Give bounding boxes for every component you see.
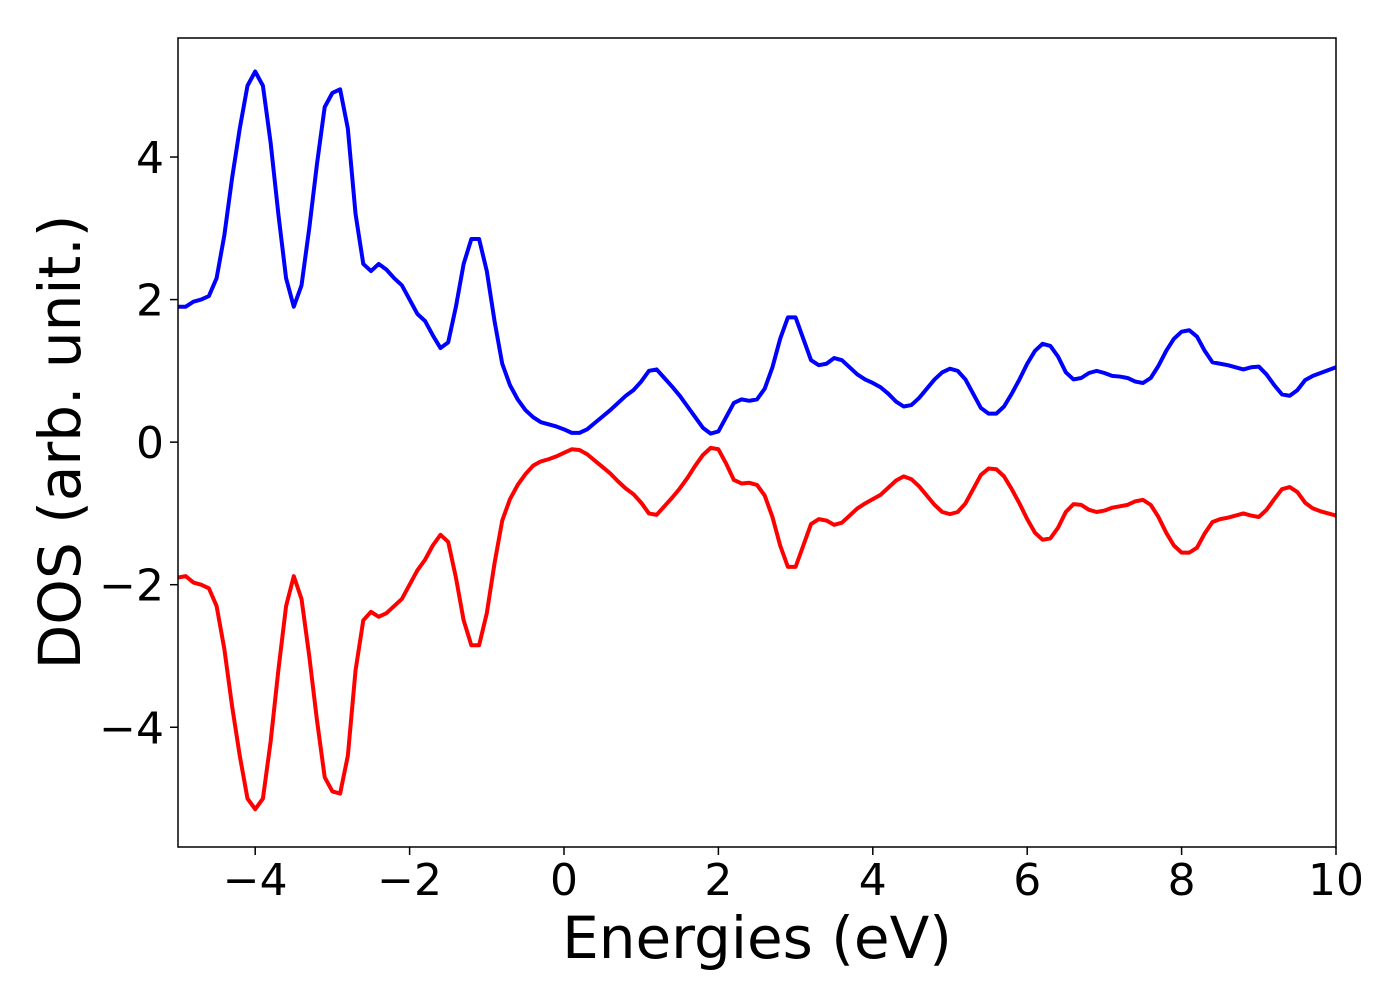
x-axis-label: Energies (eV) (562, 904, 952, 972)
x-tick-label: −2 (377, 855, 442, 906)
y-axis-label: DOS (arb. unit.) (26, 215, 94, 670)
y-tick-label: −2 (99, 561, 164, 612)
line (178, 69, 1336, 436)
x-tick-label: 2 (704, 855, 732, 906)
line (178, 445, 1336, 812)
x-tick-label: 10 (1308, 855, 1364, 906)
x-tick-label: 6 (1013, 855, 1041, 906)
x-tick-label: −4 (223, 855, 288, 906)
y-tick-label: 2 (136, 276, 164, 327)
y-tick-label: −4 (99, 703, 164, 754)
y-tick-label: 0 (136, 418, 164, 469)
x-tick-label: 0 (550, 855, 578, 906)
x-tick-label: 4 (859, 855, 887, 906)
y-tick-label: 4 (136, 133, 164, 184)
plot-frame (177, 37, 1337, 848)
x-tick-label: 8 (1168, 855, 1196, 906)
